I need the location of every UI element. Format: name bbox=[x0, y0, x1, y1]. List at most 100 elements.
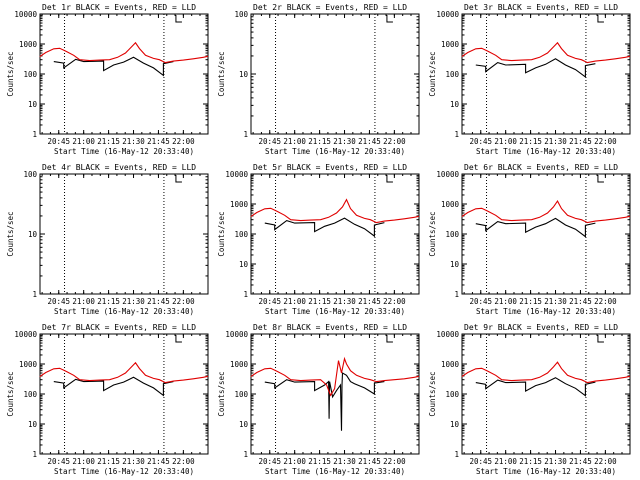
y-tick-label: 100 bbox=[23, 70, 37, 79]
x-tick-label: 20:45 bbox=[47, 457, 70, 466]
x-tick-label: 21:00 bbox=[494, 457, 517, 466]
y-tick-label: 10000 bbox=[225, 330, 248, 339]
x-tick-label: 22:00 bbox=[594, 137, 617, 146]
x-tick-label: 20:45 bbox=[469, 137, 492, 146]
events-series-line bbox=[53, 376, 174, 397]
x-axis-label: Start Time (16-May-12 20:33:40) bbox=[265, 147, 405, 156]
x-tick-label: 21:00 bbox=[283, 297, 306, 306]
y-axis-label: Counts/sec bbox=[217, 51, 226, 96]
lld-series-line bbox=[461, 41, 631, 64]
panel-title: Det 2r BLACK = Events, RED = LLD bbox=[253, 3, 407, 12]
plot-frame bbox=[250, 13, 420, 135]
x-tick-label: 21:15 bbox=[308, 137, 331, 146]
panel-title: Det 9r BLACK = Events, RED = LLD bbox=[464, 323, 618, 332]
x-tick-label: 21:15 bbox=[519, 457, 542, 466]
x-tick-label: 22:00 bbox=[383, 137, 406, 146]
x-tick-label: 21:00 bbox=[494, 137, 517, 146]
x-axis-label: Start Time (16-May-12 20:33:40) bbox=[54, 147, 194, 156]
panel-title: Det 6r BLACK = Events, RED = LLD bbox=[464, 163, 618, 172]
lld-series-line bbox=[39, 41, 209, 64]
x-tick-label: 22:00 bbox=[172, 457, 195, 466]
panel-title: Det 3r BLACK = Events, RED = LLD bbox=[464, 3, 618, 12]
y-tick-label: 100 bbox=[445, 390, 459, 399]
y-tick-label: 10 bbox=[450, 100, 460, 109]
x-tick-label: 21:45 bbox=[569, 297, 592, 306]
x-tick-label: 21:45 bbox=[147, 297, 170, 306]
y-tick-label: 1 bbox=[454, 290, 459, 299]
y-axis-label: Counts/sec bbox=[6, 371, 15, 416]
events-series-line bbox=[475, 377, 596, 397]
x-tick-label: 22:00 bbox=[383, 457, 406, 466]
y-tick-label: 1 bbox=[243, 450, 248, 459]
events-series-line bbox=[264, 217, 385, 238]
x-tick-label: 20:45 bbox=[47, 297, 70, 306]
y-tick-label: 10000 bbox=[14, 330, 37, 339]
y-tick-label: 1 bbox=[32, 290, 37, 299]
x-axis-label: Start Time (16-May-12 20:33:40) bbox=[476, 147, 616, 156]
y-axis-label: Counts/sec bbox=[217, 211, 226, 256]
y-tick-label: 1000 bbox=[441, 40, 460, 49]
x-tick-label: 21:00 bbox=[494, 297, 517, 306]
panel-det-7: Det 7r BLACK = Events, RED = LLD 20:45 21:… bbox=[6, 323, 209, 476]
x-tick-label: 21:45 bbox=[358, 137, 381, 146]
x-tick-label: 22:00 bbox=[172, 297, 195, 306]
x-tick-label: 22:00 bbox=[594, 297, 617, 306]
y-tick-label: 1000 bbox=[19, 360, 38, 369]
y-axis-label: Counts/sec bbox=[428, 211, 437, 256]
y-tick-label: 100 bbox=[234, 230, 248, 239]
corner-bracket-marker bbox=[597, 335, 604, 343]
x-tick-label: 21:30 bbox=[544, 297, 567, 306]
events-series-line bbox=[475, 217, 596, 238]
x-tick-label: 21:30 bbox=[122, 457, 145, 466]
x-tick-label: 21:45 bbox=[358, 297, 381, 306]
y-tick-label: 10 bbox=[28, 100, 38, 109]
y-tick-label: 10000 bbox=[436, 330, 459, 339]
panel-title: Det 1r BLACK = Events, RED = LLD bbox=[42, 3, 196, 12]
x-axis-label: Start Time (16-May-12 20:33:40) bbox=[265, 467, 405, 476]
y-tick-label: 1 bbox=[454, 450, 459, 459]
y-tick-label: 10 bbox=[450, 420, 460, 429]
x-tick-label: 21:45 bbox=[147, 137, 170, 146]
y-tick-label: 1 bbox=[32, 450, 37, 459]
events-series-line bbox=[475, 58, 596, 78]
corner-bracket-marker bbox=[175, 175, 182, 183]
corner-bracket-marker bbox=[175, 15, 182, 23]
panel-title: Det 7r BLACK = Events, RED = LLD bbox=[42, 323, 196, 332]
y-tick-label: 1 bbox=[243, 130, 248, 139]
corner-bracket-marker bbox=[386, 175, 393, 183]
lld-series-line bbox=[250, 356, 420, 397]
corner-bracket-marker bbox=[597, 15, 604, 23]
x-tick-label: 21:30 bbox=[333, 137, 356, 146]
plot-frame bbox=[39, 13, 209, 135]
y-tick-label: 10 bbox=[28, 420, 38, 429]
x-tick-label: 21:45 bbox=[147, 457, 170, 466]
y-tick-label: 1000 bbox=[441, 360, 460, 369]
y-axis-label: Counts/sec bbox=[217, 371, 226, 416]
y-tick-label: 10000 bbox=[14, 10, 37, 19]
y-tick-label: 1 bbox=[32, 130, 37, 139]
x-axis-label: Start Time (16-May-12 20:33:40) bbox=[54, 307, 194, 316]
y-axis-label: Counts/sec bbox=[6, 211, 15, 256]
x-axis-label: Start Time (16-May-12 20:33:40) bbox=[54, 467, 194, 476]
y-tick-label: 10 bbox=[28, 230, 38, 239]
x-tick-label: 21:30 bbox=[544, 137, 567, 146]
plot-frame bbox=[250, 173, 420, 295]
y-tick-label: 1 bbox=[243, 290, 248, 299]
x-tick-label: 22:00 bbox=[172, 137, 195, 146]
plot-frame bbox=[461, 333, 631, 455]
y-tick-label: 100 bbox=[23, 390, 37, 399]
x-tick-label: 21:00 bbox=[283, 457, 306, 466]
x-tick-label: 21:15 bbox=[97, 137, 120, 146]
x-tick-label: 21:15 bbox=[97, 457, 120, 466]
y-tick-label: 1000 bbox=[441, 200, 460, 209]
x-tick-label: 21:30 bbox=[122, 137, 145, 146]
plot-frame bbox=[461, 173, 631, 295]
plot-frame bbox=[39, 173, 209, 295]
x-tick-label: 20:45 bbox=[258, 457, 281, 466]
